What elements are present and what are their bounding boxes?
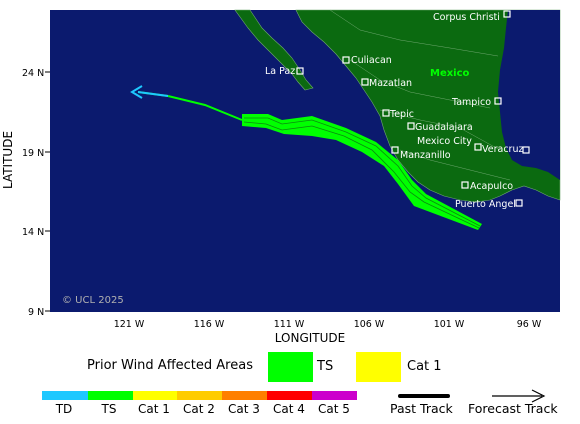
scale-label-cat5: Cat 5 — [318, 402, 350, 416]
city-label-tampico: Tampico — [451, 97, 491, 108]
land-baja — [234, 9, 314, 91]
country-label-mexico: Mexico — [430, 68, 470, 79]
gulf-of-mexico — [498, 10, 560, 180]
legend-cat1-label: Cat 1 — [407, 359, 442, 374]
city-marker-mexico-city — [474, 143, 482, 151]
x-tick-106w: 106 W — [354, 319, 385, 330]
x-tick-96w: 96 W — [517, 319, 542, 330]
city-label-puerto-angel: Puerto Angel — [455, 199, 516, 210]
scale-label-td: TD — [55, 402, 73, 416]
land-mexico — [295, 9, 561, 203]
legend-ts-label: TS — [317, 359, 334, 374]
y-tick-14n: 14 N — [22, 227, 44, 238]
city-label-manzanillo: Manzanillo — [400, 150, 451, 161]
border-lines — [329, 9, 511, 181]
x-tick-116w: 116 W — [194, 319, 225, 330]
city-marker-veracruz — [522, 146, 530, 154]
scale-label-cat4: Cat 4 — [273, 402, 305, 416]
x-tick-111w: 111 W — [274, 319, 305, 330]
city-label-acapulco: Acapulco — [470, 181, 513, 192]
intensity-scale-bar — [42, 391, 357, 400]
scale-label-cat2: Cat 2 — [183, 402, 215, 416]
y-tick-24n: 24 N — [22, 68, 44, 79]
prior-wind-title: Prior Wind Affected Areas — [87, 358, 253, 373]
forecast-arrowhead — [130, 85, 143, 99]
scale-label-cat1: Cat 1 — [138, 402, 170, 416]
x-tick-101w: 101 W — [434, 319, 465, 330]
x-tick-121w: 121 W — [114, 319, 145, 330]
y-tick-9n: 9 N — [28, 307, 44, 318]
legend-swatch-ts — [268, 352, 313, 382]
forecast-track-td-line — [137, 91, 169, 97]
city-marker-guadalajara — [407, 122, 415, 130]
city-marker-la-paz — [296, 67, 304, 75]
y-tick-19n: 19 N — [22, 148, 44, 159]
city-marker-acapulco — [461, 181, 469, 189]
city-marker-puerto-angel — [515, 199, 523, 207]
y-axis-title: LATITUDE — [1, 131, 15, 189]
forecast-track-arrow-icon — [531, 389, 546, 403]
past-track-label: Past Track — [390, 401, 453, 416]
scale-label-ts: TS — [101, 402, 117, 416]
city-marker-culiacan — [342, 56, 350, 64]
forecast-track-label: Forecast Track — [468, 401, 558, 416]
city-label-culiacan: Culiacan — [351, 55, 392, 66]
city-label-la-paz: La Paz — [265, 66, 295, 77]
city-label-mexico-city: Mexico City — [417, 136, 472, 147]
scale-label-cat3: Cat 3 — [228, 402, 260, 416]
city-marker-manzanillo — [391, 146, 399, 154]
swath-inner-lines — [243, 117, 481, 229]
city-label-mazatlan: Mazatlan — [369, 78, 412, 89]
copyright-label: © UCL 2025 — [62, 295, 124, 306]
city-label-veracruz: Veracruz — [482, 144, 523, 155]
city-marker-corpus-christi — [503, 10, 511, 18]
city-label-guadalajara: Guadalajara — [415, 122, 473, 133]
city-marker-mazatlan — [361, 78, 369, 86]
city-marker-tampico — [494, 97, 502, 105]
legend-swatch-cat1 — [356, 352, 401, 382]
x-axis-title: LONGITUDE — [275, 331, 345, 345]
city-marker-tepic — [382, 109, 390, 117]
city-label-corpus-christi: Corpus Christi — [433, 12, 500, 23]
city-label-tepic: Tepic — [389, 109, 414, 120]
